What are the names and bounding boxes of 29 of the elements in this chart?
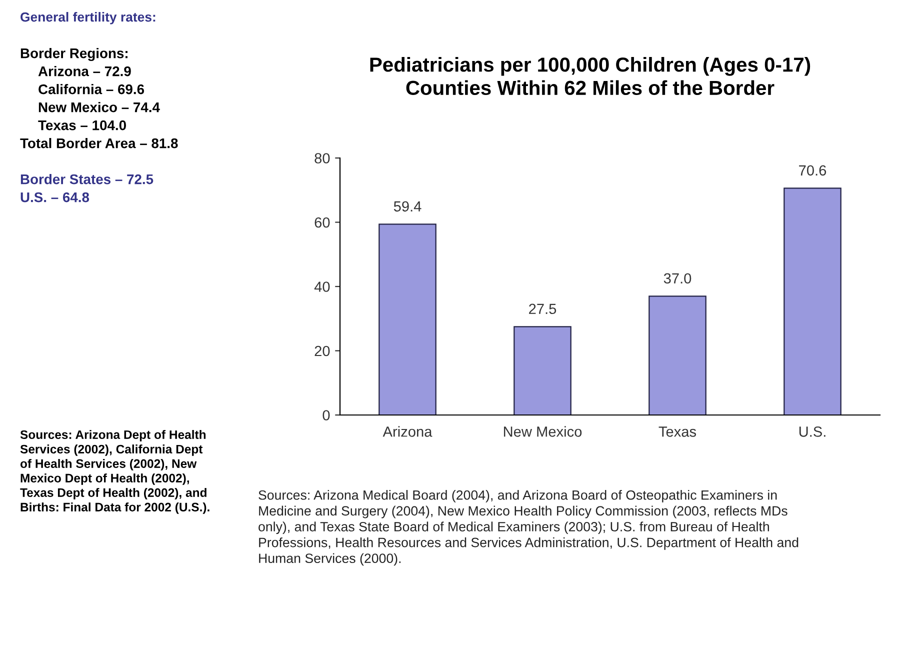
y-tick-label: 60 [314, 217, 330, 228]
text: Arizona – 72.9 [38, 66, 131, 76]
bar [514, 326, 572, 415]
y-tick-label: 40 [314, 282, 330, 292]
text: Texas – 104.0 [38, 120, 126, 130]
source-note: Sources: Arizona Dept of Health Services (2002), California Dept of Health Services (2002), New Mexico Dept of Health (2002), Texas Dept of Health (2002), and Births: Final Data for 2002 (U.S.). [20, 430, 210, 514]
bar [784, 188, 842, 415]
text: California – 69.6 [38, 84, 144, 94]
x-tick-label: Arizona [382, 426, 432, 437]
text: U.S. – 64.8 [20, 192, 90, 202]
text: General fertility rates: [20, 12, 156, 24]
bar [648, 296, 706, 415]
text: Border Regions: [20, 48, 128, 62]
source-note: Sources: Arizona Medical Board (2004), and Arizona Board of Osteopathic Examiners in Medicine and Surgery (2004), New Mexico Health Policy Commission (2003, reflects MDs only), and Texas State Board of Medical Examiners (2003); U.S. from Bureau of Health Professions, Health Resources and Services Administration, U.S. Department of Health and Human Services (2000). [258, 490, 798, 566]
text: Total Border Area – 81.8 [20, 138, 178, 148]
x-tick-label: Texas [658, 426, 696, 437]
data-label: 27.5 [529, 304, 556, 314]
y-tick-label: 0 [322, 410, 330, 420]
x-tick-label: New Mexico [504, 426, 582, 437]
chart-title: Pediatricians per 100,000 Children (Ages 0-17) Counties Within 62 Miles of the Border [370, 56, 810, 96]
x-tick-label: U.S. [799, 426, 826, 437]
bar [378, 224, 436, 415]
text: Border States – 72.5 [20, 174, 154, 184]
data-label: 70.6 [799, 165, 826, 176]
text: New Mexico – 74.4 [38, 102, 160, 112]
y-tick-label: 80 [314, 153, 330, 164]
data-label: 37.0 [664, 273, 692, 284]
y-tick-label: 20 [314, 346, 330, 356]
data-label: 59.4 [394, 201, 422, 212]
